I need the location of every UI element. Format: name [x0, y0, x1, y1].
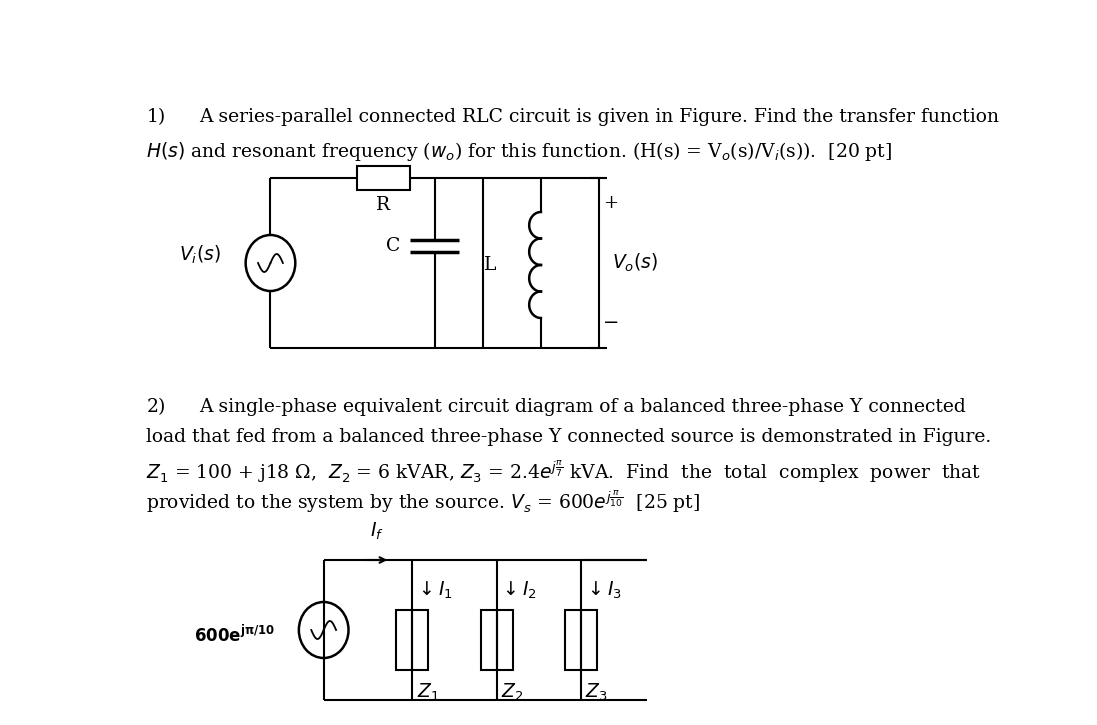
Text: provided to the system by the source. $V_s$ = 600$e^{j\frac{\pi}{10}}$  [25 pt]: provided to the system by the source. $V… [146, 488, 701, 515]
Text: −: − [603, 314, 620, 332]
Bar [358, 166, 409, 190]
Text: $\downarrow I_2$: $\downarrow I_2$ [499, 580, 536, 601]
Text: $Z_1$ = 100 + j18 Ω,  $Z_2$ = 6 kVAR, $Z_3$ = 2.4$e^{j\frac{\pi}{7}}$ kVA.  Find: $Z_1$ = 100 + j18 Ω, $Z_2$ = 6 kVAR, $Z_… [146, 458, 982, 485]
Text: $Z_2$: $Z_2$ [501, 682, 523, 703]
Text: $\mathbf{600e^{j\pi/10}}$: $\mathbf{600e^{j\pi/10}}$ [194, 624, 275, 645]
Bar [396, 610, 428, 670]
Text: 2): 2) [146, 398, 166, 416]
Text: +: + [603, 194, 618, 212]
Text: A single-phase equivalent circuit diagram of a balanced three-phase Y connected: A single-phase equivalent circuit diagra… [200, 398, 966, 416]
Text: $V_o(s)$: $V_o(s)$ [612, 252, 658, 274]
Text: C: C [386, 237, 400, 255]
Text: 1): 1) [146, 108, 166, 126]
Text: $Z_1$: $Z_1$ [417, 682, 439, 703]
Text: $\downarrow I_1$: $\downarrow I_1$ [415, 580, 453, 601]
Text: $Z_3$: $Z_3$ [586, 682, 608, 703]
Text: $\it{H(s)}$ and resonant frequency ($\it{w}_o$) for this function. (H(s) = V$_o$: $\it{H(s)}$ and resonant frequency ($\it… [146, 140, 893, 163]
Text: load that fed from a balanced three-phase Y connected source is demonstrated in : load that fed from a balanced three-phas… [146, 428, 992, 446]
Text: A series-parallel connected RLC circuit is given in Figure. Find the transfer fu: A series-parallel connected RLC circuit … [200, 108, 999, 126]
Text: $\downarrow I_3$: $\downarrow I_3$ [584, 580, 621, 601]
Text: $I_f$: $I_f$ [370, 521, 384, 542]
Bar [480, 610, 512, 670]
Text: $V_i(s)$: $V_i(s)$ [179, 244, 220, 266]
Text: L: L [484, 256, 497, 274]
Text: R: R [376, 196, 391, 214]
Bar [565, 610, 597, 670]
